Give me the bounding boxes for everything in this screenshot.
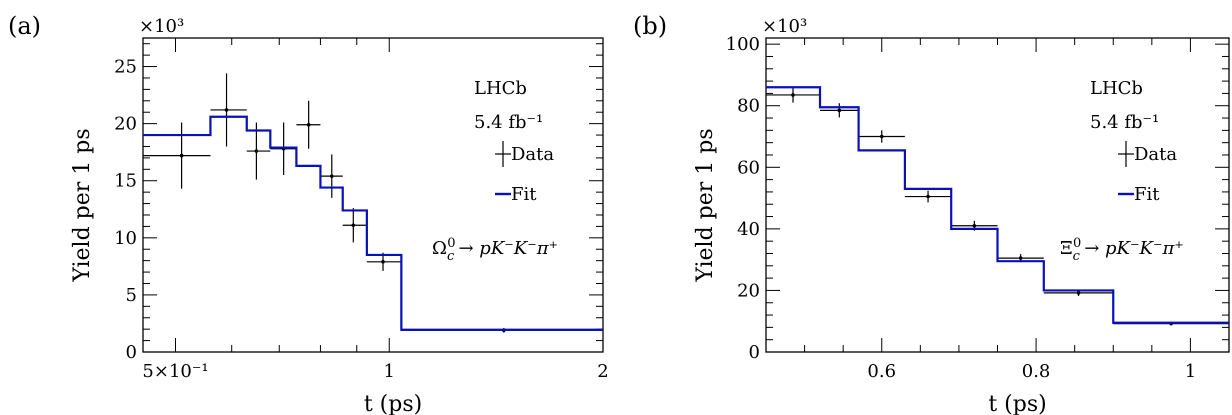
data-point-marker (837, 108, 842, 113)
decay-superscript: 0 (447, 236, 455, 251)
data-point-marker (306, 122, 311, 127)
data-point (210, 73, 247, 147)
y-tick-label: 25 (114, 57, 137, 78)
plot-frame (765, 37, 1230, 353)
data-point (820, 103, 859, 118)
data-point (858, 130, 905, 143)
x-tick-label: 0.8 (1022, 361, 1051, 382)
decay-superscript: 0 (1073, 236, 1081, 251)
data-point-marker (972, 223, 977, 228)
panel-label: (b) (633, 12, 667, 40)
x-tick-label: 1 (384, 361, 395, 382)
plot-frame (142, 37, 604, 353)
y-tick-label: 100 (726, 34, 760, 55)
legend-fit-label: Fit (511, 184, 537, 205)
x-tick-label: 5×10⁻¹ (142, 361, 208, 382)
y-tick-label: 60 (737, 157, 760, 178)
data-point-marker (351, 223, 356, 228)
decay-subscript: c (1073, 249, 1081, 264)
x-axis-title: t (ps) (364, 392, 422, 415)
lumi-label: 5.4 fb⁻¹ (1090, 112, 1159, 133)
y-tick-label: 20 (114, 114, 137, 135)
x-axis-title: t (ps) (988, 392, 1046, 415)
decay-particle: Ω (432, 238, 447, 259)
fit-line (766, 86, 1229, 324)
data-point-marker (254, 149, 259, 153)
y-multiplier: ×10³ (762, 16, 807, 37)
data-point-marker (1018, 256, 1023, 260)
lhcb-label: LHCb (474, 78, 527, 99)
y-tick-label: 20 (737, 280, 760, 301)
y-tick-label: 10 (114, 228, 137, 249)
data-point-marker (926, 194, 930, 199)
panel-a: (a) 0 5 10 15 20 25 5×10⁻¹ 1 2 t (ps) Yield per 1 p… (8, 12, 609, 415)
data-point-marker (381, 259, 385, 264)
decay-annotation: Ξc0 → pK⁻K⁻π⁺ (1060, 236, 1184, 264)
decay-subscript: c (447, 249, 455, 264)
x-tick-label: 1 (1185, 361, 1196, 382)
fit-line (143, 115, 603, 331)
data-point (320, 154, 343, 198)
data-point-marker (224, 108, 229, 112)
x-tick-label: 0.6 (867, 361, 896, 382)
lhcb-label: LHCb (1090, 78, 1143, 99)
y-tick-label: 0 (126, 342, 137, 363)
panel-b: (b) 0 20 40 60 80 100 0.6 0.8 1 t (ps) Yield per 1 … (633, 12, 1230, 415)
y-tick-label: 80 (737, 96, 760, 117)
legend-data-label: Data (1134, 144, 1177, 165)
y-tick-label: 0 (749, 342, 760, 363)
data-point (270, 122, 297, 176)
x-tick-label: 2 (597, 361, 608, 382)
y-tick-label: 5 (126, 285, 137, 306)
data-point (342, 208, 367, 243)
decay-products: → pK⁻K⁻π⁺ (1084, 238, 1184, 259)
data-point (766, 87, 821, 103)
data-point (296, 100, 321, 149)
data-point-marker (179, 153, 184, 158)
decay-annotation: Ωc0 → pK⁻K⁻π⁺ (432, 236, 558, 264)
panel-label: (a) (8, 12, 41, 40)
y-axis-title: Yield per 1 ps (70, 128, 95, 282)
y-axis-title: Yield per 1 ps (693, 128, 718, 282)
legend-fit-label: Fit (1134, 184, 1160, 205)
y-tick-label: 40 (737, 219, 760, 240)
data-point-marker (1076, 291, 1081, 295)
decay-particle: Ξ (1060, 238, 1073, 259)
data-point (904, 190, 952, 203)
data-point-marker (791, 93, 795, 97)
y-multiplier: ×10³ (139, 16, 184, 37)
lumi-label: 5.4 fb⁻¹ (474, 112, 543, 133)
y-tick-label: 15 (114, 171, 137, 192)
data-point (143, 122, 211, 189)
data-point (246, 122, 271, 180)
data-point-marker (879, 134, 884, 139)
decay-products: → pK⁻K⁻π⁺ (459, 238, 559, 259)
data-point-marker (329, 174, 334, 178)
legend-data-label: Data (511, 144, 554, 165)
